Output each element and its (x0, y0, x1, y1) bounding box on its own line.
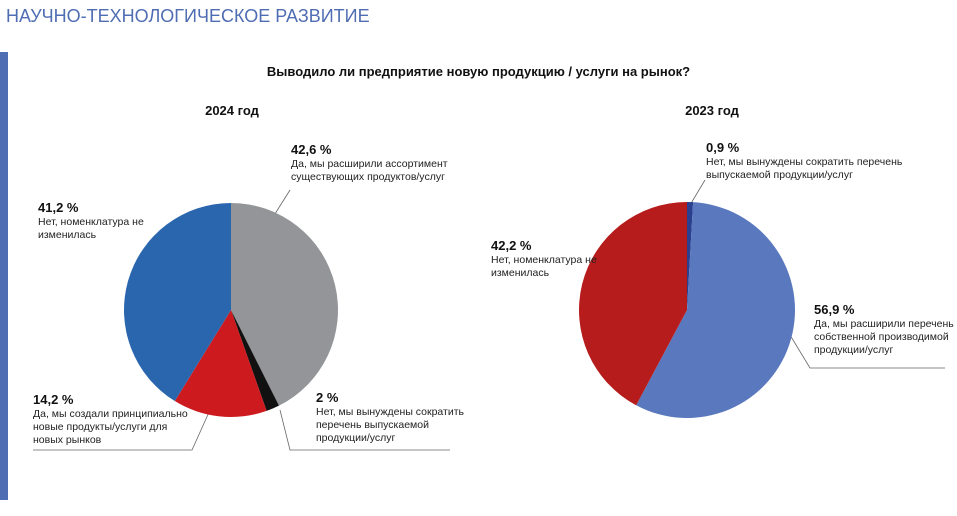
category-label: Да, мы создали принципиально новые проду… (33, 408, 188, 446)
value-label: 41,2 % (38, 200, 79, 215)
pie-slice (579, 202, 687, 406)
chart-title: 2023 год (685, 103, 739, 118)
pie-slice (174, 310, 267, 417)
leader-line (33, 409, 211, 451)
category-label: Нет, номенклатура не изменилась (38, 216, 144, 241)
category-label: Нет, мы вынуждены сократить перечень вып… (706, 156, 903, 181)
value-label: 56,9 % (814, 302, 855, 317)
pie-slice (636, 202, 796, 419)
pie-slice (124, 203, 231, 402)
category-label: Нет, номенклатура не изменилась (491, 254, 597, 279)
pie-slice (687, 202, 694, 310)
leader-line (279, 409, 450, 451)
chart-title: 2024 год (205, 103, 259, 118)
pie-slice (231, 203, 338, 406)
value-label: 14,2 % (33, 392, 74, 407)
leader-line (789, 334, 945, 369)
page-title: НАУЧНО-ТЕХНОЛОГИЧЕСКОЕ РАЗВИТИЕ (6, 6, 370, 26)
value-label: 42,2 % (491, 238, 532, 253)
category-label: Да, мы расширили перечень собственной пр… (814, 318, 954, 356)
question: Выводило ли предприятие новую продукцию … (266, 64, 691, 79)
leader-line (689, 179, 706, 206)
pie-slice (231, 310, 279, 411)
value-label: 0,9 % (706, 140, 740, 155)
value-label: 2 % (316, 390, 339, 405)
category-label: Нет, мы вынуждены сократить перечень вып… (316, 406, 464, 444)
value-label: 42,6 % (291, 142, 332, 157)
category-label: Да, мы расширили ассортимент существующи… (291, 158, 448, 183)
accent-bar (0, 52, 8, 500)
